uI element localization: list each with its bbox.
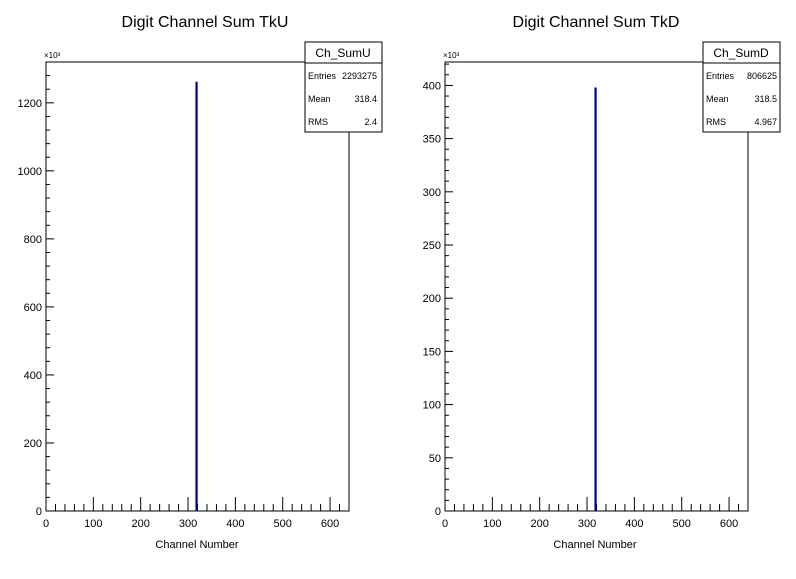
stats-label-mean: Mean — [706, 94, 729, 104]
x-axis: 0 100 200 300 400 500 600 — [43, 497, 350, 530]
y-multiplier: ×10³ — [443, 51, 460, 60]
x-tick-label: 0 — [442, 518, 448, 530]
x-tick-label: 200 — [531, 518, 549, 530]
x-tick-label: 600 — [720, 518, 738, 530]
stats-name: Ch_SumU — [315, 46, 370, 60]
stats-box-frame — [702, 41, 781, 133]
y-multiplier: ×10³ — [44, 51, 61, 60]
chart-title: Digit Channel Sum TkD — [513, 14, 680, 31]
stats-label-entries: Entries — [308, 71, 337, 81]
stats-value-rms: 2.4 — [364, 117, 377, 127]
y-tick-label: 350 — [423, 134, 441, 146]
stats-label-rms: RMS — [706, 117, 726, 127]
stats-label-rms: RMS — [308, 117, 328, 127]
x-tick-label: 600 — [321, 518, 339, 530]
x-tick-label: 500 — [673, 518, 691, 530]
x-axis-label: Channel Number — [155, 539, 238, 551]
y-tick-label: 1200 — [18, 98, 42, 110]
stats-value-entries: 806625 — [747, 71, 777, 81]
x-tick-label: 500 — [274, 518, 292, 530]
x-tick-label: 400 — [226, 518, 244, 530]
y-tick-label: 250 — [423, 240, 441, 252]
x-tick-label: 400 — [625, 518, 643, 530]
x-tick-label: 100 — [483, 518, 501, 530]
stats-name: Ch_SumD — [713, 46, 769, 60]
x-tick-label: 200 — [132, 518, 150, 530]
stats-value-mean: 318.4 — [354, 94, 377, 104]
stats-label-mean: Mean — [308, 94, 331, 104]
y-tick-label: 300 — [423, 187, 441, 199]
y-tick-label: 0 — [36, 506, 42, 518]
panel-tkd: Digit Channel Sum TkD 0 50 100 150 200 250 300… — [423, 14, 781, 551]
y-tick-label: 400 — [423, 80, 441, 92]
x-tick-label: 300 — [578, 518, 596, 530]
y-axis: 0 200 400 600 800 1000 1200 — [18, 61, 54, 518]
stats-box: Ch_SumU Entries 2293275 Mean 318.4 RMS 2… — [304, 41, 383, 133]
x-tick-label: 100 — [84, 518, 102, 530]
x-tick-label: 300 — [179, 518, 197, 530]
stats-label-entries: Entries — [706, 71, 735, 81]
chart-title: Digit Channel Sum TkU — [122, 14, 289, 31]
y-tick-label: 1000 — [18, 166, 42, 178]
y-tick-label: 100 — [423, 400, 441, 412]
y-tick-label: 200 — [24, 438, 42, 450]
y-tick-label: 150 — [423, 346, 441, 358]
y-tick-label: 0 — [435, 506, 441, 518]
x-axis: 0 100 200 300 400 500 600 — [442, 497, 749, 530]
stats-value-rms: 4.967 — [754, 117, 777, 127]
stats-value-entries: 2293275 — [342, 71, 377, 81]
panel-tku: Digit Channel Sum TkU 020040060080010001… — [18, 14, 383, 551]
x-tick-label: 0 — [43, 518, 49, 530]
stats-box-frame — [304, 41, 383, 133]
y-tick-label: 200 — [423, 293, 441, 305]
y-tick-label: 400 — [24, 370, 42, 382]
stats-box: Ch_SumD Entries 806625 Mean 318.5 RMS 4.… — [702, 41, 781, 133]
y-tick-label: 600 — [24, 302, 42, 314]
y-tick-label: 50 — [429, 453, 441, 465]
y-tick-label: 800 — [24, 234, 42, 246]
x-axis-label: Channel Number — [553, 539, 636, 551]
y-axis: 0 50 100 150 200 250 300 350 400 — [423, 63, 453, 518]
stats-value-mean: 318.5 — [754, 94, 777, 104]
